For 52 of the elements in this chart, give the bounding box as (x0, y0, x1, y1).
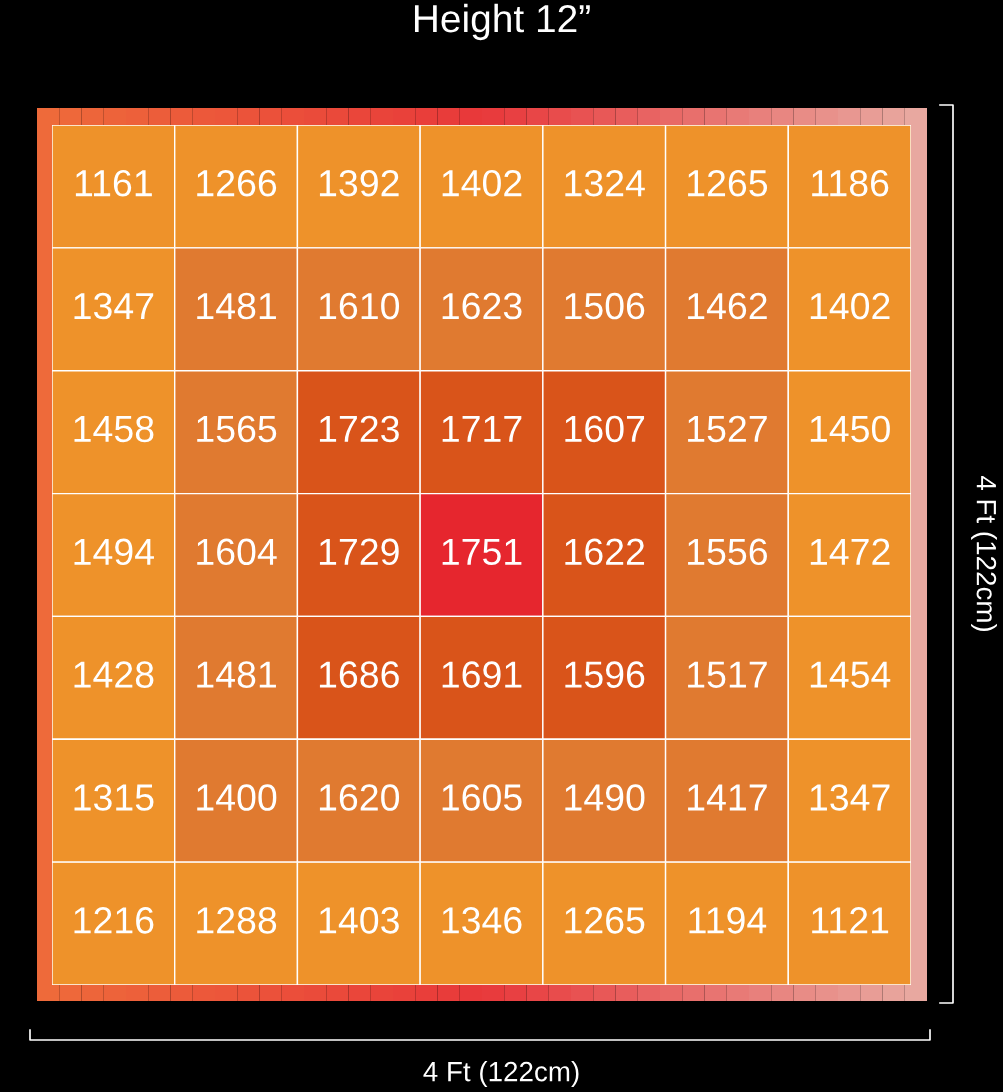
data-label: 1265 (565, 907, 645, 934)
data-label: 1751 (442, 538, 522, 566)
data-label: 1428 (74, 661, 154, 688)
data-label: 1623 (442, 292, 522, 320)
data-label: 1472 (810, 538, 890, 565)
data-label: 1161 (75, 169, 152, 197)
data-label: 1403 (319, 907, 399, 934)
data-label: 1458 (74, 415, 154, 443)
data-label: 1717 (442, 416, 522, 442)
data-label: 1462 (688, 292, 767, 320)
data-label: 1506 (565, 292, 645, 320)
data-label: 1565 (197, 415, 277, 443)
data-label: 1481 (197, 661, 276, 688)
data-label: 1266 (197, 169, 277, 197)
data-label: 1347 (810, 784, 890, 811)
data-label: 1324 (565, 169, 645, 197)
data-label: 1194 (689, 907, 767, 934)
data-label: 1622 (565, 538, 645, 566)
data-label: 1607 (565, 415, 645, 443)
data-label: 1605 (442, 784, 522, 811)
data-label: 1527 (688, 415, 767, 443)
data-label: 1490 (565, 784, 645, 811)
data-label: 1610 (319, 292, 400, 320)
data-label: 1402 (810, 292, 890, 320)
chart-title: Height 12” (414, 3, 590, 41)
data-label: 1265 (688, 169, 768, 197)
data-label: 1604 (197, 538, 277, 566)
data-label: 1517 (688, 661, 767, 688)
x-axis-title: 4 Ft (122cm) (423, 1061, 579, 1087)
data-label: 1686 (319, 661, 399, 688)
data-label: 1315 (74, 784, 154, 811)
data-label: 1400 (197, 784, 277, 811)
data-label: 1723 (319, 415, 399, 443)
data-label: 1121 (812, 907, 889, 934)
data-label: 1402 (442, 169, 522, 197)
data-label: 1556 (688, 538, 767, 566)
data-label: 1691 (442, 661, 522, 688)
data-label: 1392 (319, 169, 399, 197)
data-label: 1417 (688, 784, 767, 811)
data-label: 1450 (810, 415, 890, 443)
data-label: 1729 (319, 538, 399, 566)
data-label: 1186 (812, 169, 889, 197)
data-label: 1454 (810, 661, 891, 688)
data-label: 1481 (197, 292, 276, 320)
data-label: 1596 (565, 661, 645, 688)
data-label: 1494 (74, 538, 154, 566)
y-axis-title: 4 Ft (122cm) (971, 475, 997, 631)
data-label: 1620 (319, 784, 400, 811)
data-label: 1346 (442, 907, 522, 934)
data-label: 1288 (197, 907, 277, 934)
data-label: 1216 (74, 907, 154, 934)
data-label: 1347 (74, 292, 154, 320)
